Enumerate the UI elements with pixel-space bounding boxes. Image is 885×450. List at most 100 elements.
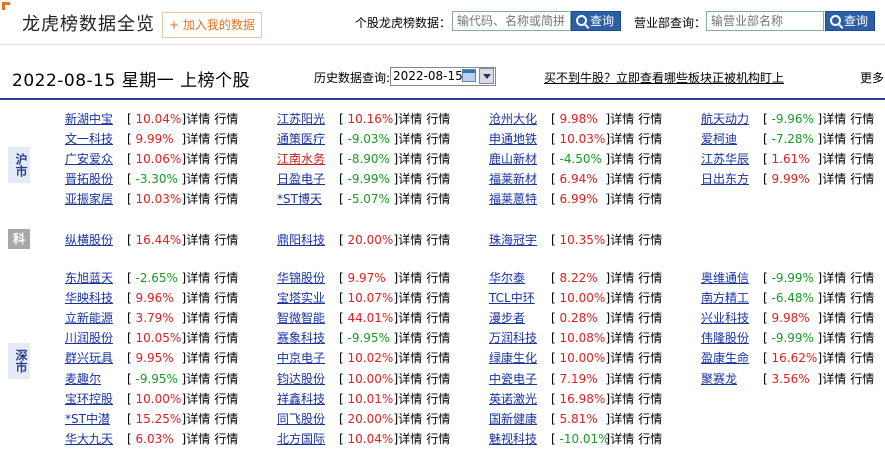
- stock-name-link[interactable]: 魅视科技: [489, 432, 538, 446]
- stock-name-link[interactable]: 华锦股份: [277, 271, 326, 285]
- stock-name-link[interactable]: 东旭蓝天: [65, 271, 114, 285]
- stock-name-link[interactable]: 同飞股份: [277, 412, 326, 426]
- stock-name-link[interactable]: 中京电子: [277, 351, 326, 365]
- detail-link[interactable]: 详情: [822, 311, 847, 325]
- quote-link[interactable]: 行情: [214, 351, 239, 365]
- quote-link[interactable]: 行情: [214, 271, 239, 285]
- quote-link[interactable]: 行情: [214, 372, 239, 386]
- stock-name-link[interactable]: 川润股份: [65, 331, 114, 345]
- quote-link[interactable]: 行情: [426, 432, 451, 446]
- detail-link[interactable]: 详情: [822, 271, 847, 285]
- stock-name-link[interactable]: 华映科技: [65, 291, 114, 305]
- quote-link[interactable]: 行情: [214, 392, 239, 406]
- quote-link[interactable]: 行情: [850, 372, 875, 386]
- stock-name-link[interactable]: 广安爱众: [65, 152, 114, 166]
- detail-link[interactable]: 详情: [186, 291, 211, 305]
- quote-link[interactable]: 行情: [426, 412, 451, 426]
- stock-name-link[interactable]: 福莱蒽特: [489, 192, 538, 206]
- detail-link[interactable]: 详情: [822, 132, 847, 146]
- quote-link[interactable]: 行情: [638, 432, 663, 446]
- stock-name-link[interactable]: 爱柯迪: [701, 132, 738, 146]
- quote-link[interactable]: 行情: [426, 351, 451, 365]
- stock-name-link[interactable]: 立新能源: [65, 311, 114, 325]
- detail-link[interactable]: 详情: [610, 311, 635, 325]
- quote-link[interactable]: 行情: [426, 112, 451, 126]
- quote-link[interactable]: 行情: [426, 132, 451, 146]
- quote-link[interactable]: 行情: [638, 192, 663, 206]
- stock-name-link[interactable]: 赛象科技: [277, 331, 326, 345]
- quote-link[interactable]: 行情: [850, 152, 875, 166]
- detail-link[interactable]: 详情: [398, 152, 423, 166]
- stock-name-link[interactable]: 福莱新材: [489, 172, 538, 186]
- stock-search-button[interactable]: 查询: [571, 11, 622, 31]
- detail-link[interactable]: 详情: [186, 311, 211, 325]
- stock-name-link[interactable]: 纵横股份: [65, 233, 114, 247]
- detail-link[interactable]: 详情: [398, 331, 423, 345]
- detail-link[interactable]: 详情: [822, 372, 847, 386]
- calendar-icon[interactable]: [462, 69, 476, 82]
- detail-link[interactable]: 详情: [822, 351, 847, 365]
- quote-link[interactable]: 行情: [850, 351, 875, 365]
- quote-link[interactable]: 行情: [214, 291, 239, 305]
- detail-link[interactable]: 详情: [398, 132, 423, 146]
- stock-name-link[interactable]: 北方国际: [277, 432, 326, 446]
- quote-link[interactable]: 行情: [638, 172, 663, 186]
- quote-link[interactable]: 行情: [850, 291, 875, 305]
- stock-name-link[interactable]: 申通地铁: [489, 132, 538, 146]
- quote-link[interactable]: 行情: [638, 392, 663, 406]
- detail-link[interactable]: 详情: [186, 172, 211, 186]
- quote-link[interactable]: 行情: [214, 132, 239, 146]
- detail-link[interactable]: 详情: [186, 152, 211, 166]
- detail-link[interactable]: 详情: [398, 291, 423, 305]
- quote-link[interactable]: 行情: [214, 112, 239, 126]
- detail-link[interactable]: 详情: [186, 372, 211, 386]
- quote-link[interactable]: 行情: [426, 192, 451, 206]
- detail-link[interactable]: 详情: [610, 351, 635, 365]
- detail-link[interactable]: 详情: [610, 291, 635, 305]
- quote-link[interactable]: 行情: [214, 432, 239, 446]
- stock-name-link[interactable]: 鹿山新材: [489, 152, 538, 166]
- quote-link[interactable]: 行情: [638, 152, 663, 166]
- detail-link[interactable]: 详情: [610, 432, 635, 446]
- detail-link[interactable]: 详情: [610, 331, 635, 345]
- quote-link[interactable]: 行情: [638, 233, 663, 247]
- quote-link[interactable]: 行情: [214, 192, 239, 206]
- quote-link[interactable]: 行情: [850, 331, 875, 345]
- quote-link[interactable]: 行情: [850, 132, 875, 146]
- stock-name-link[interactable]: 华大九天: [65, 432, 114, 446]
- detail-link[interactable]: 详情: [610, 152, 635, 166]
- quote-link[interactable]: 行情: [638, 311, 663, 325]
- quote-link[interactable]: 行情: [638, 112, 663, 126]
- quote-link[interactable]: 行情: [426, 311, 451, 325]
- quote-link[interactable]: 行情: [426, 172, 451, 186]
- detail-link[interactable]: 详情: [822, 112, 847, 126]
- quote-link[interactable]: 行情: [426, 331, 451, 345]
- quote-link[interactable]: 行情: [638, 412, 663, 426]
- quote-link[interactable]: 行情: [426, 372, 451, 386]
- detail-link[interactable]: 详情: [186, 132, 211, 146]
- detail-link[interactable]: 详情: [822, 291, 847, 305]
- detail-link[interactable]: 详情: [398, 412, 423, 426]
- stock-name-link[interactable]: 日盈电子: [277, 172, 326, 186]
- detail-link[interactable]: 详情: [610, 392, 635, 406]
- stock-name-link[interactable]: 晋拓股份: [65, 172, 114, 186]
- quote-link[interactable]: 行情: [638, 372, 663, 386]
- quote-link[interactable]: 行情: [850, 311, 875, 325]
- quote-link[interactable]: 行情: [426, 291, 451, 305]
- detail-link[interactable]: 详情: [186, 192, 211, 206]
- quote-link[interactable]: 行情: [638, 271, 663, 285]
- more-link[interactable]: 更多: [860, 71, 885, 85]
- stock-name-link[interactable]: 南方精工: [701, 291, 750, 305]
- detail-link[interactable]: 详情: [398, 392, 423, 406]
- detail-link[interactable]: 详情: [186, 271, 211, 285]
- stock-name-link[interactable]: 伟隆股份: [701, 331, 750, 345]
- detail-link[interactable]: 详情: [610, 372, 635, 386]
- stock-name-link[interactable]: 万润科技: [489, 331, 538, 345]
- stock-name-link[interactable]: 航天动力: [701, 112, 750, 126]
- detail-link[interactable]: 详情: [610, 172, 635, 186]
- quote-link[interactable]: 行情: [850, 112, 875, 126]
- quote-link[interactable]: 行情: [850, 172, 875, 186]
- stock-name-link[interactable]: 盈康生命: [701, 351, 750, 365]
- detail-link[interactable]: 详情: [186, 233, 211, 247]
- stock-name-link[interactable]: 群兴玩具: [65, 351, 114, 365]
